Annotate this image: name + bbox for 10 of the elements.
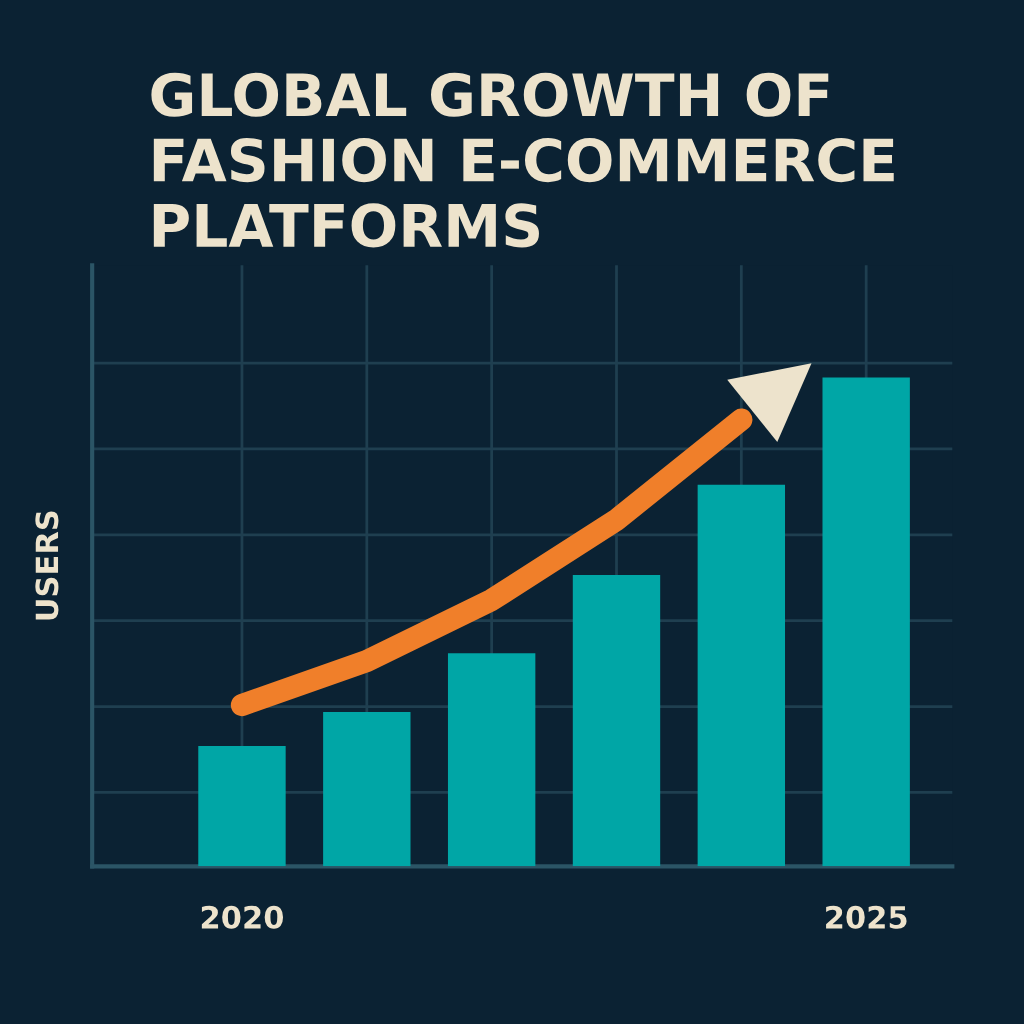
- bar: [572, 575, 661, 867]
- chart-title: GLOBAL GROWTH OF FASHION E-COMMERCE PLATFORMS: [151, 72, 894, 248]
- bar: [323, 711, 411, 867]
- bar: [447, 653, 536, 867]
- bar: [697, 484, 786, 867]
- bar: [198, 746, 286, 867]
- x-tick-label: 2020: [201, 905, 284, 929]
- bar: [822, 377, 910, 867]
- y-axis-title: USERS: [35, 511, 59, 620]
- x-tick-label: 2025: [826, 905, 907, 929]
